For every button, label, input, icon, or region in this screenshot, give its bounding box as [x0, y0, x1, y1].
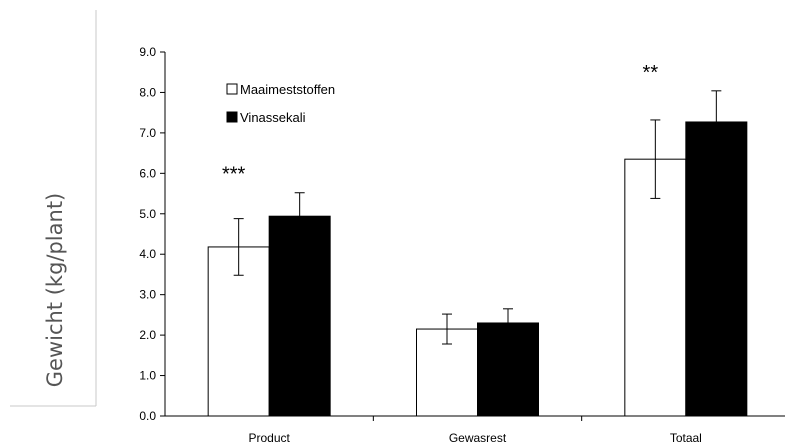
category-labels: Product Gewasrest Totaal — [248, 431, 701, 445]
y-tick-label: 1.0 — [139, 369, 156, 383]
y-tick-label: 8.0 — [139, 85, 156, 99]
legend: Maaimeststoffen Vinassekali — [226, 82, 335, 125]
significance-mark: *** — [222, 164, 246, 186]
y-tick-label: 3.0 — [139, 288, 156, 302]
legend-label-maaimeststoffen: Maaimeststoffen — [240, 82, 335, 97]
category-label-gewasrest: Gewasrest — [449, 431, 507, 445]
bar-maaimeststoffen-totaal — [624, 158, 687, 417]
bars — [207, 121, 748, 417]
bar-vinassekali-product — [268, 215, 331, 417]
category-label-totaal: Totaal — [670, 431, 702, 445]
y-tick-label: 5.0 — [139, 207, 156, 221]
y-axis-label: Gewicht (kg/plant) — [43, 193, 67, 388]
bar-vinassekali-totaal — [685, 121, 748, 417]
category-label-product: Product — [248, 431, 290, 445]
y-tick-label: 6.0 — [139, 166, 156, 180]
significance-mark: ** — [643, 62, 659, 84]
bar-vinassekali-gewasrest — [477, 322, 539, 417]
legend-label-vinassekali: Vinassekali — [240, 110, 306, 125]
y-tick-label: 2.0 — [139, 328, 156, 342]
legend-swatch-maaimeststoffen — [226, 83, 238, 95]
error-bars — [233, 90, 722, 345]
y-tick-label: 0.0 — [139, 409, 156, 423]
significance-annotations: ***** — [222, 62, 658, 186]
legend-swatch-vinassekali — [226, 111, 238, 123]
y-tick-label: 4.0 — [139, 247, 156, 261]
y-tick-label: 7.0 — [139, 126, 156, 140]
y-tick-label: 9.0 — [139, 45, 156, 59]
y-ticks: 0.0 1.0 2.0 3.0 4.0 5.0 6.0 7.0 8.0 9.0 — [139, 45, 165, 423]
